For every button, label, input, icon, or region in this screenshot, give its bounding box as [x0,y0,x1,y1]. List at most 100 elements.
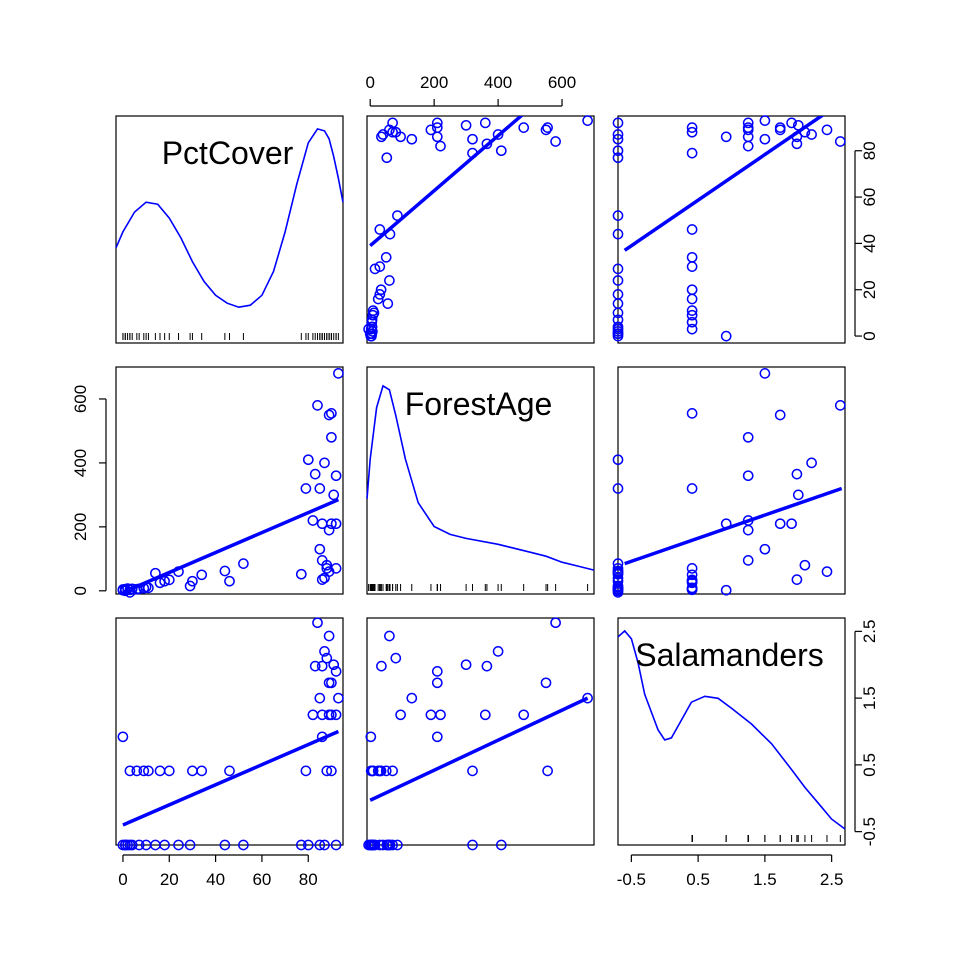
data-point [314,483,326,494]
tick-label: 0.5 [686,870,710,889]
data-point [321,559,333,571]
data-point [540,124,552,136]
data-point [367,765,379,777]
data-point [612,314,624,326]
panel-frame [115,115,344,344]
data-point [686,261,698,272]
data-point [374,289,386,300]
tick-label: 80 [299,870,318,889]
data-point [330,470,342,482]
regression-line [122,498,340,594]
panel-frame [366,366,595,595]
tick-label: 40 [206,870,225,889]
data-point [612,483,624,494]
data-point [224,765,235,777]
data-point [821,124,833,136]
data-point [742,117,754,129]
tick-label: 1.5 [860,686,879,710]
data-point [321,652,333,664]
data-point [612,210,624,221]
data-point [302,454,314,466]
data-point [720,131,732,143]
data-point [374,765,386,777]
data-point [319,839,330,851]
data-point [381,839,393,851]
data-point [138,765,150,777]
panel-frame [617,115,846,344]
data-point [791,574,803,585]
data-point [173,839,184,851]
data-point [295,568,307,580]
data-point [406,133,418,145]
data-point [786,117,797,129]
tick-label: 60 [860,188,879,207]
tick-label: 600 [71,385,90,413]
density-curve [115,127,344,309]
data-point [366,321,378,333]
data-point [612,133,624,145]
scatter-panel-salamanders-vs-forestage [363,617,595,851]
data-point [686,293,698,305]
data-point [380,765,392,777]
tick-label: 20 [860,280,879,299]
panel-frame [366,115,595,344]
data-point [326,765,337,777]
data-point [326,677,337,689]
data-point [425,709,437,721]
scatter-panel-salamanders-vs-pctcover [115,617,344,851]
data-point [392,839,403,851]
x-axis-bottom-salamanders: -0.5 0.5 1.5 2.5 [617,854,843,889]
density-panel-salamanders: Salamanders [617,617,846,846]
data-point [384,124,395,136]
data-point [759,115,771,126]
data-point [312,400,323,411]
data-point [330,563,342,574]
variable-label-salamanders: Salamanders [635,637,824,673]
data-point [720,330,732,342]
tick-label: 40 [860,234,879,253]
data-point [307,515,319,526]
panel-frame [366,617,595,846]
data-point [799,559,811,571]
data-point [323,524,335,536]
data-point [612,263,624,275]
tick-label: 20 [160,870,179,889]
regression-line [122,729,340,827]
data-point [326,431,337,443]
data-point [612,228,624,240]
data-point [686,309,698,321]
regression-line [623,116,825,252]
data-point [612,558,624,569]
data-point [187,575,198,587]
data-point [821,566,833,577]
tick-label: 400 [484,73,512,92]
data-point [495,145,507,157]
data-point [791,468,803,480]
data-point [376,660,387,672]
x-axis-top-forestage: 0 200 400 600 [365,73,576,107]
data-point [492,646,504,657]
data-point [481,138,493,150]
data-point [390,126,402,138]
data-point [774,518,786,530]
data-point [363,839,374,851]
data-point [302,839,314,851]
data-point [806,129,817,140]
data-point [328,659,340,671]
scatter-panel-forestage-vs-salamanders [612,366,846,598]
data-point [163,765,175,777]
data-point [163,574,175,586]
data-point [742,524,754,536]
data-point [364,328,376,340]
data-point [374,261,386,272]
data-point [686,224,698,235]
data-point [187,765,198,777]
data-point [742,431,754,443]
data-point [467,839,478,851]
data-point [367,305,379,316]
data-point [372,293,384,305]
data-point [550,617,561,629]
tick-label: 200 [71,513,90,541]
data-point [612,563,624,574]
